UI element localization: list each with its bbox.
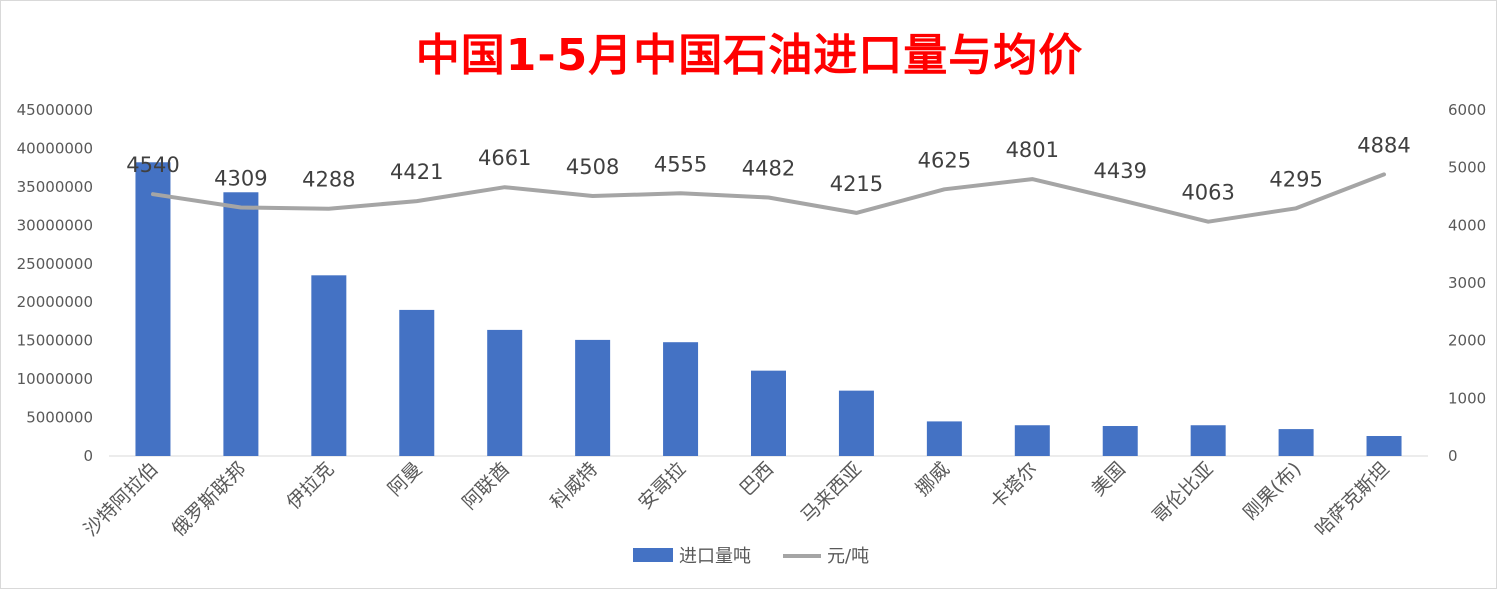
category-label: 挪威 bbox=[911, 458, 953, 500]
price-data-label: 4439 bbox=[1094, 159, 1147, 183]
y-right-tick-label: 3000 bbox=[1448, 274, 1486, 292]
category-label: 哈萨克斯坦 bbox=[1311, 458, 1394, 541]
y-right-tick-label: 1000 bbox=[1448, 389, 1486, 407]
y-left-tick-label: 20000000 bbox=[17, 293, 93, 311]
price-data-label: 4421 bbox=[390, 160, 443, 184]
price-line bbox=[151, 172, 1386, 224]
y-right-tick-label: 4000 bbox=[1448, 216, 1486, 234]
bar bbox=[1014, 425, 1050, 456]
legend-swatch-bar bbox=[633, 548, 673, 562]
legend-label-bar: 进口量吨 bbox=[679, 546, 751, 567]
y-left-tick-label: 5000000 bbox=[26, 409, 93, 427]
category-label: 阿曼 bbox=[384, 458, 426, 500]
y-right-tick-label: 0 bbox=[1448, 447, 1458, 465]
price-data-label: 4540 bbox=[126, 153, 179, 177]
bar bbox=[663, 342, 699, 456]
category-label: 美国 bbox=[1087, 458, 1129, 500]
category-label: 沙特阿拉伯 bbox=[80, 458, 163, 541]
legend-label-line: 元/吨 bbox=[827, 546, 869, 567]
category-label: 卡塔尔 bbox=[986, 458, 1042, 514]
category-label: 安哥拉 bbox=[634, 458, 690, 514]
price-data-label: 4555 bbox=[654, 152, 707, 176]
bar bbox=[1278, 429, 1314, 456]
price-data-label: 4625 bbox=[918, 148, 971, 172]
y-right-tick-label: 5000 bbox=[1448, 159, 1486, 177]
bar bbox=[223, 192, 259, 456]
bar bbox=[1366, 436, 1402, 456]
bar bbox=[575, 339, 611, 456]
category-label: 俄罗斯联邦 bbox=[168, 458, 251, 541]
y-left-tick-label: 40000000 bbox=[17, 139, 93, 157]
price-data-label: 4295 bbox=[1269, 167, 1322, 191]
legend: 进口量吨 元/吨 bbox=[633, 546, 869, 567]
price-data-label: 4801 bbox=[1006, 138, 1059, 162]
y-left-tick-label: 0 bbox=[83, 447, 93, 465]
y-left-tick-label: 15000000 bbox=[17, 332, 93, 350]
y-left-tick-label: 10000000 bbox=[17, 370, 93, 388]
price-data-label: 4063 bbox=[1181, 181, 1234, 205]
labels-layer: 4540 4309 4288 4421 4661 4508 4555 4482 4215 4625… bbox=[126, 133, 1411, 204]
category-label: 伊拉克 bbox=[282, 458, 338, 514]
line-layer bbox=[151, 172, 1386, 224]
bar bbox=[751, 370, 786, 456]
y-right-tick-label: 6000 bbox=[1448, 101, 1486, 119]
category-label: 阿联酋 bbox=[458, 458, 514, 514]
chart-title: 中国1-5月中国石油进口量与均价 bbox=[415, 30, 1084, 81]
category-label: 马来西亚 bbox=[797, 458, 866, 527]
price-data-label: 4309 bbox=[214, 167, 267, 191]
y-left-tick-label: 45000000 bbox=[17, 101, 93, 119]
y-left-tick-label: 25000000 bbox=[17, 255, 93, 273]
y-left-tick-label: 30000000 bbox=[17, 216, 93, 234]
y-right-tick-label: 2000 bbox=[1448, 332, 1486, 350]
bar bbox=[926, 421, 962, 456]
price-data-label: 4288 bbox=[302, 168, 355, 192]
category-label: 刚果(布) bbox=[1239, 458, 1305, 524]
bar bbox=[487, 329, 523, 456]
category-label: 科威特 bbox=[546, 458, 602, 514]
bar bbox=[1102, 426, 1138, 456]
price-data-label: 4508 bbox=[566, 155, 619, 179]
y-left-tick-label: 35000000 bbox=[17, 178, 93, 196]
bar bbox=[399, 309, 435, 456]
bar bbox=[1190, 425, 1226, 456]
category-label: 哥伦比亚 bbox=[1148, 458, 1217, 527]
bar bbox=[135, 162, 171, 457]
bars-layer bbox=[135, 162, 1402, 457]
price-data-label: 4482 bbox=[742, 157, 795, 181]
price-data-label: 4661 bbox=[478, 146, 531, 170]
price-data-label: 4884 bbox=[1357, 133, 1410, 157]
bar bbox=[838, 390, 874, 456]
bar bbox=[311, 275, 347, 456]
category-label: 巴西 bbox=[736, 458, 778, 500]
price-data-label: 4215 bbox=[830, 172, 883, 196]
